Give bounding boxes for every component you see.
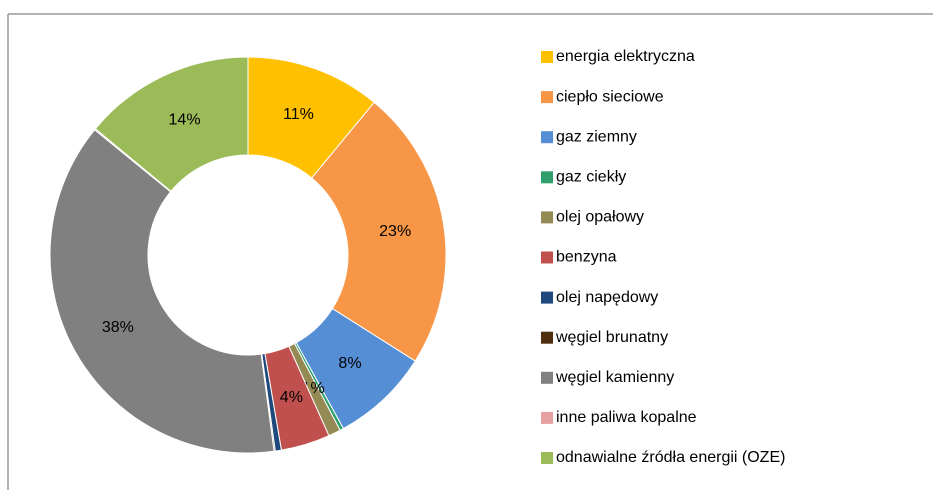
legend-swatch xyxy=(541,51,553,63)
data-label: 4% xyxy=(280,389,303,406)
legend-label: energia elektryczna xyxy=(556,48,695,65)
data-label: 14% xyxy=(169,111,201,128)
data-label: 38% xyxy=(102,319,134,336)
legend-label: węgiel brunatny xyxy=(555,329,668,346)
legend-swatch xyxy=(541,131,553,144)
legend-label: odnawialne źródła energii (OZE) xyxy=(556,449,785,466)
legend-label: olej opałowy xyxy=(556,209,644,226)
legend-label: ciepło sieciowe xyxy=(556,88,664,105)
legend-swatch xyxy=(541,91,553,104)
legend-label: benzyna xyxy=(556,249,617,266)
legend-label: węgiel kamienny xyxy=(555,369,674,386)
donut-slice xyxy=(94,56,249,192)
legend-swatch xyxy=(541,371,553,384)
donut-slice xyxy=(49,129,275,454)
legend-label: gaz ziemny xyxy=(556,128,637,145)
data-label: 23% xyxy=(379,223,411,240)
data-label: 8% xyxy=(338,355,361,372)
legend-swatch xyxy=(541,171,553,184)
legend-swatch xyxy=(541,211,553,224)
legend-label: gaz ciekły xyxy=(556,169,626,186)
legend-label: inne paliwa kopalne xyxy=(556,409,697,426)
legend-swatch xyxy=(541,251,553,264)
data-label: 11% xyxy=(283,106,314,123)
legend-label: olej napędowy xyxy=(556,289,658,306)
legend-swatch xyxy=(541,411,553,424)
legend-swatch xyxy=(541,452,553,464)
legend-swatch xyxy=(541,291,553,304)
legend-swatch xyxy=(541,331,553,344)
donut-slice xyxy=(311,101,447,362)
